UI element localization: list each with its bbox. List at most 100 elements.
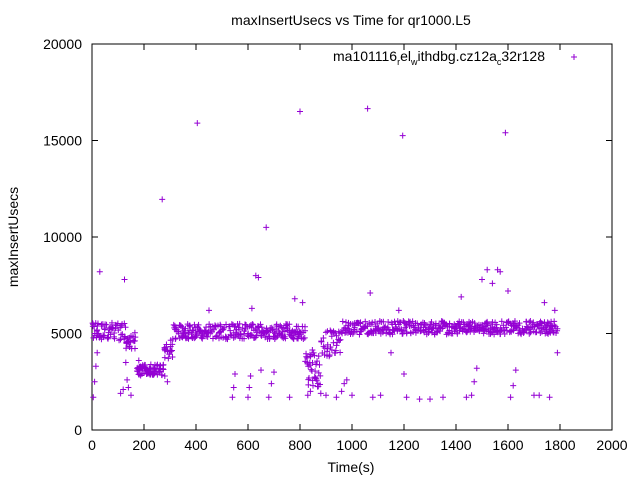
data-point xyxy=(332,347,339,354)
data-point xyxy=(248,305,255,312)
data-point xyxy=(471,325,478,332)
data-point xyxy=(161,354,168,361)
data-point xyxy=(333,394,340,401)
data-point xyxy=(317,372,324,379)
data-point xyxy=(157,362,164,369)
data-point xyxy=(122,359,129,366)
data-point xyxy=(326,353,333,360)
data-point xyxy=(446,327,453,334)
data-point xyxy=(311,352,318,359)
data-point xyxy=(484,266,491,273)
data-point xyxy=(116,337,123,344)
data-point xyxy=(516,320,523,327)
data-point xyxy=(132,334,139,341)
data-point xyxy=(456,324,463,331)
data-point xyxy=(192,334,199,341)
data-point xyxy=(502,324,509,331)
plot-frame xyxy=(91,43,613,431)
x-tick-label: 200 xyxy=(132,437,156,453)
data-point xyxy=(178,323,185,330)
data-point xyxy=(389,331,396,338)
x-tick-label: 600 xyxy=(236,437,260,453)
data-point xyxy=(265,394,272,401)
data-point xyxy=(377,392,384,399)
data-point xyxy=(121,333,128,340)
data-point xyxy=(422,326,429,333)
data-point xyxy=(510,382,517,389)
axis-tick-labels: 0 200 400 600 800 1000 1200 1400 1600 1800 2000050… xyxy=(43,36,628,453)
x-tick-label: 1800 xyxy=(544,437,575,453)
data-point xyxy=(369,319,376,326)
data-point xyxy=(121,276,128,283)
data-point xyxy=(463,394,470,401)
y-tick-label: 20000 xyxy=(43,36,82,52)
x-axis-title: Time(s) xyxy=(328,459,375,475)
data-point xyxy=(232,371,238,378)
data-point xyxy=(376,327,383,334)
data-point xyxy=(333,332,340,339)
data-point xyxy=(393,325,400,332)
data-point xyxy=(117,336,124,343)
data-point xyxy=(349,392,355,399)
data-point xyxy=(235,326,242,333)
data-point xyxy=(221,324,228,331)
data-point xyxy=(481,323,488,330)
data-point xyxy=(460,325,467,332)
data-point xyxy=(230,384,237,391)
data-point xyxy=(312,374,319,381)
data-point xyxy=(206,307,212,314)
legend-text-2: el xyxy=(400,48,411,64)
data-point xyxy=(358,328,365,335)
data-point xyxy=(523,327,530,334)
data-point xyxy=(362,318,369,325)
data-point xyxy=(306,375,313,382)
data-point xyxy=(320,334,327,341)
x-tick-label: 0 xyxy=(88,437,96,453)
data-point xyxy=(309,359,316,366)
chart-title: maxInsertUsecs vs Time for qr1000.L5 xyxy=(231,12,471,28)
data-point xyxy=(310,349,317,356)
data-point xyxy=(111,335,118,342)
data-point xyxy=(212,333,219,340)
data-point xyxy=(498,318,505,325)
data-point xyxy=(416,396,423,403)
data-point xyxy=(169,341,176,348)
data-point xyxy=(247,372,254,379)
data-point xyxy=(258,324,265,331)
data-point xyxy=(128,392,134,399)
data-point xyxy=(454,330,461,337)
data-point xyxy=(109,324,116,331)
data-point xyxy=(194,120,201,127)
data-point xyxy=(337,349,344,356)
data-point xyxy=(333,342,340,349)
data-point xyxy=(395,307,402,314)
legend-sub-2: w xyxy=(410,57,418,67)
data-point xyxy=(124,339,131,346)
data-point xyxy=(317,390,324,397)
data-point xyxy=(288,332,295,339)
legend-text-4: 32r128 xyxy=(501,48,545,64)
data-point xyxy=(554,327,561,334)
legend-sub-3: c xyxy=(497,57,502,67)
data-point xyxy=(364,323,371,330)
data-point xyxy=(480,330,487,337)
data-point xyxy=(131,345,138,352)
data-point xyxy=(458,293,465,300)
data-point xyxy=(316,361,323,368)
data-point xyxy=(343,376,350,383)
legend-sub-1: r xyxy=(397,57,400,67)
data-point xyxy=(479,276,485,283)
data-point xyxy=(258,367,264,374)
data-point xyxy=(330,329,337,336)
data-point xyxy=(125,384,132,391)
data-point xyxy=(312,368,319,375)
data-point xyxy=(533,329,540,336)
data-point xyxy=(310,382,316,389)
data-point xyxy=(341,380,348,387)
data-point xyxy=(531,392,537,399)
data-point xyxy=(185,335,192,342)
data-point xyxy=(270,329,277,336)
data-point xyxy=(357,320,364,327)
data-point xyxy=(291,295,298,302)
